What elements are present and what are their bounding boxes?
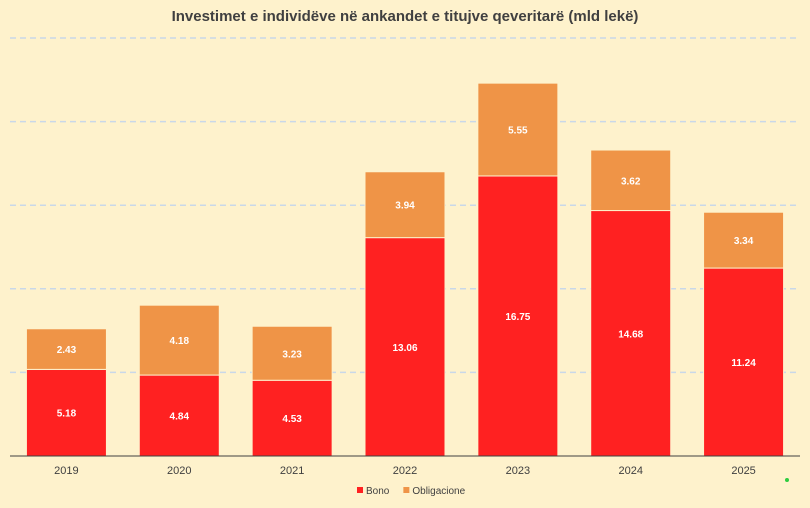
bar-obligacione-2025 [703, 211, 785, 269]
legend-swatch-obligacione [403, 487, 410, 493]
data-label-obligacione-2020: 4.18 [170, 336, 190, 347]
bar-obligacione-2021 [251, 325, 333, 381]
legend-label-obligacione: Obligacione [412, 486, 465, 497]
bar-obligacione-2019 [25, 328, 107, 370]
data-label-obligacione-2022: 3.94 [395, 201, 415, 212]
data-label-obligacione-2024: 3.62 [621, 176, 641, 187]
data-labels: 5.18 2.43 4.84 4.18 4.53 3.23 13.06 3.94 16.75 5.… [57, 126, 757, 426]
data-label-bono-2020: 4.84 [170, 412, 190, 423]
x-tick-label: 2025 [731, 465, 755, 477]
data-label-bono-2023: 16.75 [505, 312, 530, 323]
data-label-obligacione-2023: 5.55 [508, 126, 528, 137]
data-label-bono-2025: 11.24 [731, 358, 756, 369]
bar-obligacione-2023 [477, 82, 559, 177]
bar-obligacione-2022 [364, 171, 446, 239]
data-label-bono-2022: 13.06 [392, 343, 417, 354]
bar-bono-2020 [138, 374, 220, 457]
data-label-bono-2024: 14.68 [618, 329, 643, 340]
x-tick-label: 2024 [618, 465, 642, 477]
data-label-obligacione-2021: 3.23 [282, 349, 302, 360]
bar-obligacione-2024 [590, 149, 672, 212]
x-tick-label: 2020 [167, 465, 191, 477]
bar-obligacione-2020 [138, 304, 220, 376]
legend-swatch-bono [357, 487, 363, 493]
data-label-obligacione-2019: 2.43 [57, 345, 77, 356]
x-tick-label: 2019 [54, 465, 78, 477]
legend: Bono Obligacione [357, 486, 466, 497]
status-dot [785, 478, 789, 482]
data-label-bono-2019: 5.18 [57, 409, 77, 420]
bar-bono-2025 [703, 267, 785, 457]
chart-title: Investimet e individëve në ankandet e ti… [172, 8, 639, 25]
bar-bono-2021 [251, 379, 333, 457]
x-tick-label: 2023 [506, 465, 530, 477]
legend-label-bono: Bono [366, 486, 390, 497]
x-tick-label: 2021 [280, 465, 304, 477]
bars [25, 82, 785, 457]
x-tick-label: 2022 [393, 465, 417, 477]
bar-bono-2022 [364, 237, 446, 457]
bar-bono-2024 [590, 210, 672, 457]
data-label-obligacione-2025: 3.34 [734, 236, 754, 247]
data-label-bono-2021: 4.53 [282, 414, 302, 425]
x-axis-ticks: 2019 2020 2021 2022 2023 2024 2025 [54, 465, 756, 477]
